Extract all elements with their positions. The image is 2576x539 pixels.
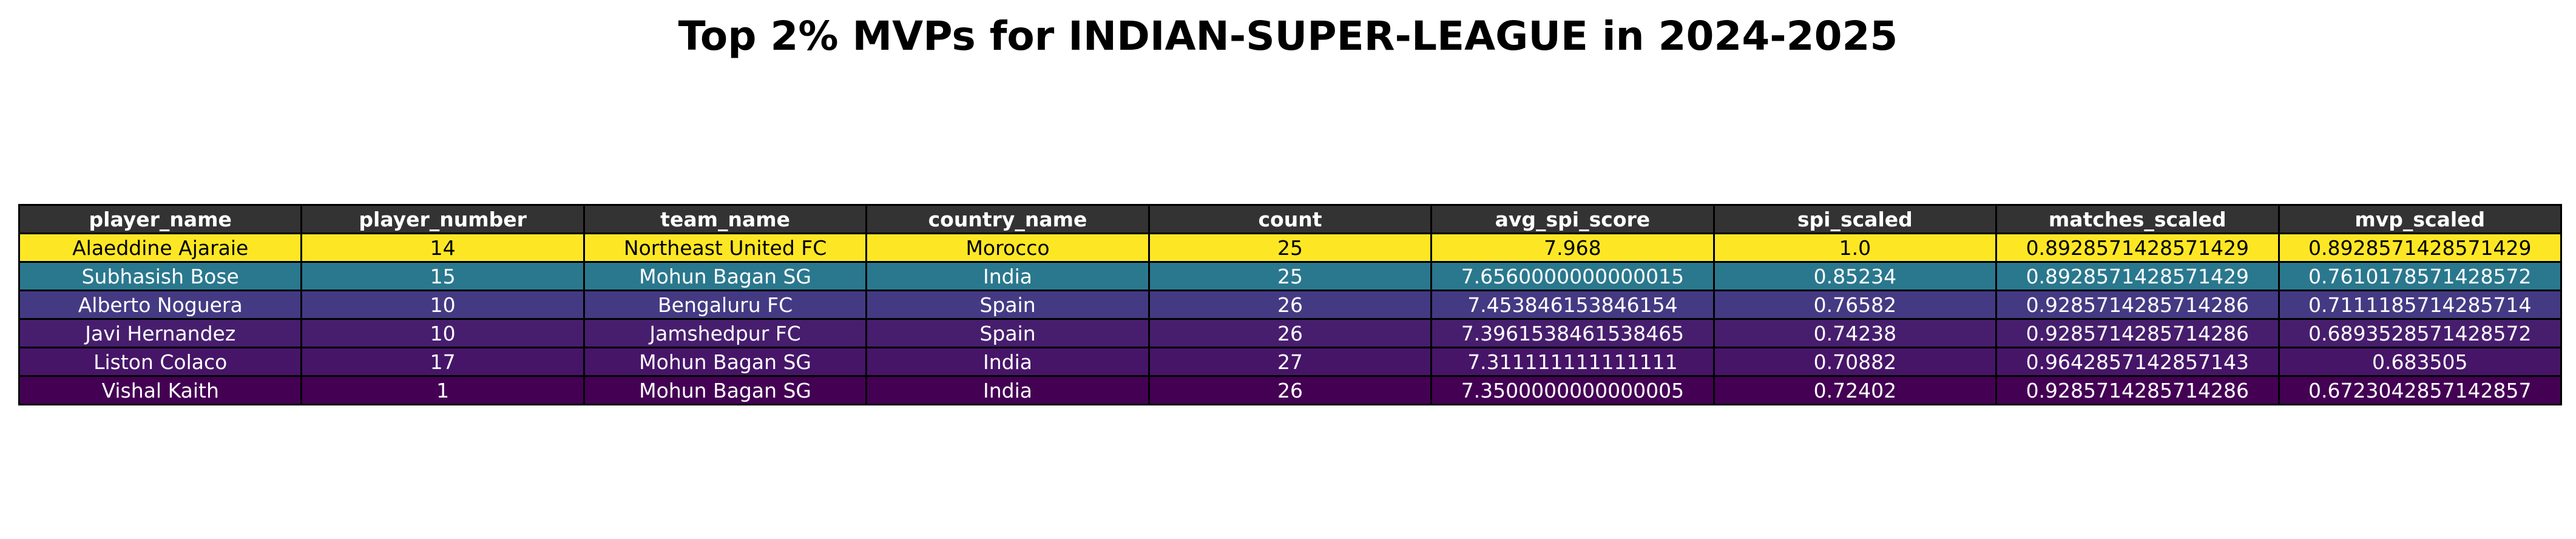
table-cell-spi-scaled: 1.0	[1712, 232, 1998, 263]
table-cell-avg-spi-score: 7.3961538461538465	[1430, 318, 1715, 348]
table-cell-team-name: Northeast United FC	[583, 232, 868, 263]
table-cell-mvp-scaled: 0.7610178571428572	[2277, 261, 2562, 291]
table-cell-matches-scaled: 0.9642857142857143	[1995, 347, 2280, 377]
table-cell-avg-spi-score: 7.968	[1430, 232, 1715, 263]
table-row: Vishal Kaith 1 Mohun Bagan SG India 26 7.3500…	[18, 375, 2562, 405]
column-header: country_name	[865, 204, 1150, 234]
table-row: Javi Hernandez 10 Jamshedpur FC Spain 26 7.39…	[18, 318, 2562, 348]
table-cell-team-name: Bengaluru FC	[583, 290, 868, 320]
table-row: Subhasish Bose 15 Mohun Bagan SG India 25 7.6…	[18, 261, 2562, 291]
table-cell-country-name: Spain	[865, 318, 1150, 348]
table-cell-spi-scaled: 0.74238	[1712, 318, 1998, 348]
column-header: player_name	[18, 204, 303, 234]
table-cell-spi-scaled: 0.85234	[1712, 261, 1998, 291]
table-cell-player-number: 14	[300, 232, 585, 263]
table-cell-avg-spi-score: 7.311111111111111	[1430, 347, 1715, 377]
mvp-table: player_name player_number team_name coun…	[18, 204, 2562, 405]
table-cell-mvp-scaled: 0.7111185714285714	[2277, 290, 2562, 320]
table-cell-country-name: India	[865, 375, 1150, 405]
table-cell-player-number: 1	[300, 375, 585, 405]
column-header: avg_spi_score	[1430, 204, 1715, 234]
table-cell-matches-scaled: 0.9285714285714286	[1995, 318, 2280, 348]
column-header: mvp_scaled	[2277, 204, 2562, 234]
column-header: team_name	[583, 204, 868, 234]
table-cell-count: 26	[1148, 318, 1433, 348]
table-cell-player-name: Subhasish Bose	[18, 261, 303, 291]
table-cell-player-name: Vishal Kaith	[18, 375, 303, 405]
table-cell-team-name: Mohun Bagan SG	[583, 261, 868, 291]
table-cell-player-number: 15	[300, 261, 585, 291]
chart-title: Top 2% MVPs for INDIAN-SUPER-LEAGUE in 2…	[678, 13, 1898, 59]
table-cell-player-number: 17	[300, 347, 585, 377]
table-cell-avg-spi-score: 7.6560000000000015	[1430, 261, 1715, 291]
table-cell-matches-scaled: 0.8928571428571429	[1995, 232, 2280, 263]
table-cell-matches-scaled: 0.8928571428571429	[1995, 261, 2280, 291]
table-cell-spi-scaled: 0.70882	[1712, 347, 1998, 377]
table-cell-matches-scaled: 0.9285714285714286	[1995, 375, 2280, 405]
table-cell-count: 25	[1148, 232, 1433, 263]
table-cell-country-name: Spain	[865, 290, 1150, 320]
table-cell-count: 27	[1148, 347, 1433, 377]
table-cell-avg-spi-score: 7.453846153846154	[1430, 290, 1715, 320]
table-cell-count: 26	[1148, 290, 1433, 320]
table-cell-player-name: Liston Colaco	[18, 347, 303, 377]
table-cell-player-number: 10	[300, 318, 585, 348]
table-cell-player-number: 10	[300, 290, 585, 320]
table-cell-avg-spi-score: 7.3500000000000005	[1430, 375, 1715, 405]
table-cell-country-name: Morocco	[865, 232, 1150, 263]
table-cell-matches-scaled: 0.9285714285714286	[1995, 290, 2280, 320]
table-cell-spi-scaled: 0.72402	[1712, 375, 1998, 405]
column-header: count	[1148, 204, 1433, 234]
table-header-row: player_name player_number team_name coun…	[18, 204, 2562, 234]
table-row: Liston Colaco 17 Mohun Bagan SG India 27 7.31…	[18, 347, 2562, 377]
table-cell-count: 25	[1148, 261, 1433, 291]
table-cell-team-name: Mohun Bagan SG	[583, 375, 868, 405]
table-body: Alaeddine Ajaraie 14 Northeast United FC Mo…	[18, 232, 2562, 405]
table-cell-mvp-scaled: 0.8928571428571429	[2277, 232, 2562, 263]
column-header: matches_scaled	[1995, 204, 2280, 234]
table-cell-count: 26	[1148, 375, 1433, 405]
table-cell-player-name: Alberto Noguera	[18, 290, 303, 320]
column-header: spi_scaled	[1712, 204, 1998, 234]
table-row: Alaeddine Ajaraie 14 Northeast United FC Mo…	[18, 232, 2562, 263]
table-cell-country-name: India	[865, 261, 1150, 291]
table-cell-mvp-scaled: 0.6723042857142857	[2277, 375, 2562, 405]
table-cell-team-name: Mohun Bagan SG	[583, 347, 868, 377]
table-cell-player-name: Javi Hernandez	[18, 318, 303, 348]
table-cell-country-name: India	[865, 347, 1150, 377]
column-header: player_number	[300, 204, 585, 234]
table-cell-mvp-scaled: 0.683505	[2277, 347, 2562, 377]
table-cell-team-name: Jamshedpur FC	[583, 318, 868, 348]
table-cell-mvp-scaled: 0.6893528571428572	[2277, 318, 2562, 348]
table-cell-spi-scaled: 0.76582	[1712, 290, 1998, 320]
table-row: Alberto Noguera 10 Bengaluru FC Spain 26 7.45…	[18, 290, 2562, 320]
table-cell-player-name: Alaeddine Ajaraie	[18, 232, 303, 263]
